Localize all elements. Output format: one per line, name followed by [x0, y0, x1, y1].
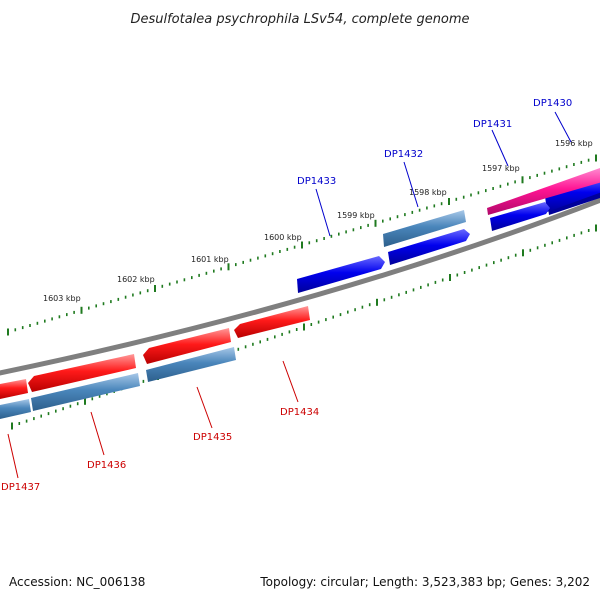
leader-dp1433	[315, 188, 331, 237]
leader-dp1432	[403, 161, 419, 208]
gene-dp1437-steel[interactable]	[0, 399, 31, 419]
accession-text: Accession: NC_006138	[9, 575, 145, 589]
label-dp1435[interactable]: DP1435	[193, 432, 232, 443]
gene-dp1431-blue[interactable]	[490, 202, 550, 231]
gene-dp1432-blue[interactable]	[388, 229, 470, 265]
lower-tick-row	[11, 224, 597, 430]
tick-label-1603: 1603 kbp	[43, 294, 81, 303]
gene-dp1434[interactable]	[234, 306, 310, 338]
tick-label-1599: 1599 kbp	[337, 211, 375, 220]
genome-summary-text: Topology: circular; Length: 3,523,383 bp…	[259, 575, 590, 589]
label-dp1436[interactable]: DP1436	[87, 460, 126, 471]
label-dp1430[interactable]: DP1430	[533, 98, 572, 109]
leader-dp1434	[282, 360, 299, 403]
leader-dp1430	[554, 111, 572, 143]
leader-dp1431	[491, 129, 509, 167]
leader-dp1437	[7, 433, 19, 479]
label-dp1432[interactable]: DP1432	[384, 149, 423, 160]
gene-dp1432-steel[interactable]	[383, 210, 466, 247]
leader-dp1436	[90, 411, 105, 456]
label-dp1431[interactable]: DP1431	[473, 119, 512, 130]
map-title: Desulfotalea psychrophila LSv54, complet…	[130, 12, 469, 27]
label-dp1437[interactable]: DP1437	[1, 482, 40, 493]
gene-dp1436-red[interactable]	[28, 354, 136, 392]
tick-label-1598: 1598 kbp	[409, 188, 447, 197]
gene-dp1431-pink[interactable]	[487, 168, 600, 215]
tick-label-1596: 1596 kbp	[555, 139, 593, 148]
gene-dp1436-steel[interactable]	[31, 373, 140, 411]
backbone-arc	[0, 197, 600, 376]
tick-label-1600: 1600 kbp	[264, 233, 302, 242]
tick-label-1601: 1601 kbp	[191, 255, 229, 264]
leader-dp1435	[196, 386, 213, 429]
gene-dp1435-red[interactable]	[143, 328, 231, 364]
tick-label-1602: 1602 kbp	[117, 275, 155, 284]
label-dp1433[interactable]: DP1433	[297, 176, 336, 187]
gene-dp1435-steel[interactable]	[146, 347, 236, 382]
label-dp1434[interactable]: DP1434	[280, 407, 319, 418]
tick-label-1597: 1597 kbp	[482, 164, 520, 173]
upper-tick-row	[7, 154, 597, 336]
gene-dp1433[interactable]	[297, 256, 385, 293]
gene-dp1437-red[interactable]	[0, 379, 28, 399]
